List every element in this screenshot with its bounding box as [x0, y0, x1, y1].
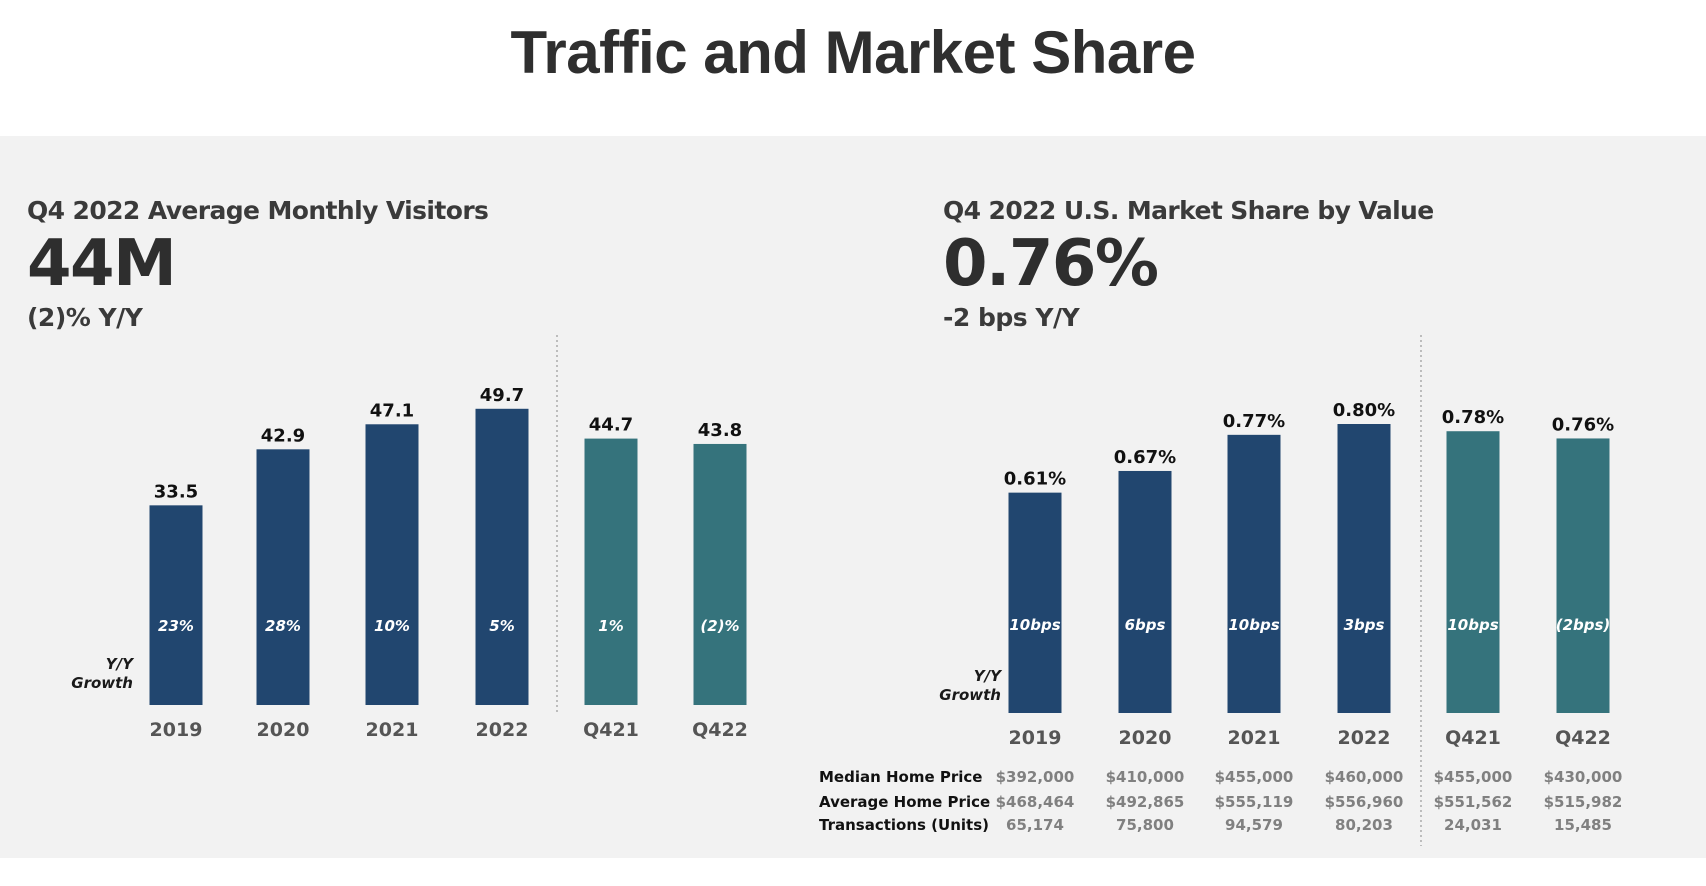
market-share-category-label: 2019 — [1009, 727, 1062, 749]
market-share-table-cell: $430,000 — [1544, 768, 1623, 786]
market-share-bar — [1446, 431, 1500, 713]
market-share-table-cell: $468,464 — [996, 793, 1075, 811]
visitors-kpi: Q4 2022 Average Monthly Visitors 44M (2)… — [27, 196, 489, 332]
market-share-bar — [1337, 424, 1391, 713]
market-share-table-cell: $556,960 — [1325, 793, 1404, 811]
market-share-category-label: Q421 — [1445, 727, 1501, 749]
visitors-value-label: 42.9 — [261, 425, 305, 446]
market-share-value-label: 0.76% — [1552, 414, 1614, 435]
visitors-growth-label: 1% — [598, 617, 623, 635]
market-share-table-cell: $555,119 — [1215, 793, 1294, 811]
market-share-value-label: 0.77% — [1223, 411, 1285, 432]
visitors-growth-label: 10% — [374, 617, 410, 635]
market-share-kpi-label: Q4 2022 U.S. Market Share by Value — [943, 196, 1434, 225]
market-share-growth-label: (2bps) — [1556, 616, 1611, 634]
visitors-bar — [256, 449, 310, 705]
visitors-category-label: Q422 — [692, 719, 748, 741]
visitors-bar — [365, 424, 419, 705]
market-share-category-label: 2020 — [1119, 727, 1172, 749]
market-share-table-row-label: Median Home Price — [819, 768, 982, 786]
market-share-bar — [1556, 438, 1610, 713]
visitors-category-label: 2021 — [366, 719, 419, 741]
visitors-bar — [693, 443, 747, 705]
market-share-growth-caption: Y/Y — [974, 667, 1003, 685]
market-share-table-cell: $455,000 — [1215, 768, 1294, 786]
market-share-table-cell: $492,865 — [1106, 793, 1185, 811]
visitors-bar — [149, 505, 203, 705]
market-share-category-label: 2021 — [1228, 727, 1281, 749]
market-share-category-label: Q422 — [1555, 727, 1611, 749]
market-share-kpi: Q4 2022 U.S. Market Share by Value 0.76%… — [943, 196, 1434, 332]
market-share-table-row-label: Average Home Price — [819, 793, 990, 811]
visitors-growth-label: (2)% — [700, 617, 739, 635]
market-share-growth-label: 6bps — [1125, 616, 1166, 634]
visitors-category-label: 2020 — [257, 719, 310, 741]
market-share-bar — [1118, 470, 1172, 713]
market-share-growth-label: 10bps — [1009, 616, 1060, 634]
visitors-category-label: 2019 — [150, 719, 203, 741]
visitors-value-label: 44.7 — [589, 415, 633, 436]
visitors-category-label: Q421 — [583, 719, 639, 741]
visitors-category-label: 2022 — [476, 719, 529, 741]
market-share-table-cell: 24,031 — [1444, 816, 1502, 834]
visitors-bar — [584, 438, 638, 705]
market-share-table-cell: 65,174 — [1006, 816, 1064, 834]
visitors-growth-caption: Growth — [71, 674, 133, 692]
visitors-value-label: 43.8 — [698, 420, 742, 441]
market-share-table-cell: 94,579 — [1225, 816, 1283, 834]
visitors-kpi-change: (2)% Y/Y — [27, 303, 143, 332]
market-share-value-label: 0.67% — [1114, 447, 1176, 468]
market-share-value-label: 0.61% — [1004, 469, 1066, 490]
market-share-table-cell: 80,203 — [1335, 816, 1393, 834]
market-share-table-cell: $392,000 — [996, 768, 1075, 786]
market-share-table-cell: $515,982 — [1544, 793, 1623, 811]
market-share-kpi-value: 0.76% — [943, 227, 1159, 301]
market-share-table-cell: $455,000 — [1434, 768, 1513, 786]
market-share-growth-label: 10bps — [1228, 616, 1279, 634]
market-share-table-cell: $410,000 — [1106, 768, 1185, 786]
visitors-growth-caption: Y/Y — [106, 655, 135, 673]
market-share-table-cell: 15,485 — [1554, 816, 1612, 834]
visitors-growth-label: 23% — [158, 617, 194, 635]
market-share-growth-label: 10bps — [1447, 616, 1498, 634]
market-share-bar — [1227, 434, 1281, 713]
market-share-table-row-label: Transactions (Units) — [819, 816, 989, 834]
visitors-growth-label: 28% — [265, 617, 301, 635]
market-share-kpi-change: -2 bps Y/Y — [943, 303, 1080, 332]
visitors-growth-label: 5% — [489, 617, 514, 635]
visitors-kpi-value: 44M — [27, 227, 177, 301]
visitors-value-label: 33.5 — [154, 481, 198, 502]
market-share-table-cell: $460,000 — [1325, 768, 1404, 786]
visitors-value-label: 47.1 — [370, 400, 414, 421]
market-share-value-label: 0.78% — [1442, 407, 1504, 428]
market-share-table-cell: 75,800 — [1116, 816, 1174, 834]
visitors-kpi-label: Q4 2022 Average Monthly Visitors — [27, 196, 489, 225]
market-share-value-label: 0.80% — [1333, 400, 1395, 421]
market-share-category-label: 2022 — [1338, 727, 1391, 749]
visitors-value-label: 49.7 — [480, 385, 524, 406]
market-share-growth-caption: Growth — [939, 686, 1001, 704]
market-share-bar — [1008, 492, 1062, 713]
page-title: Traffic and Market Share — [510, 19, 1196, 86]
market-share-table-cell: $551,562 — [1434, 793, 1513, 811]
market-share-growth-label: 3bps — [1344, 616, 1385, 634]
visitors-bar — [475, 408, 529, 705]
